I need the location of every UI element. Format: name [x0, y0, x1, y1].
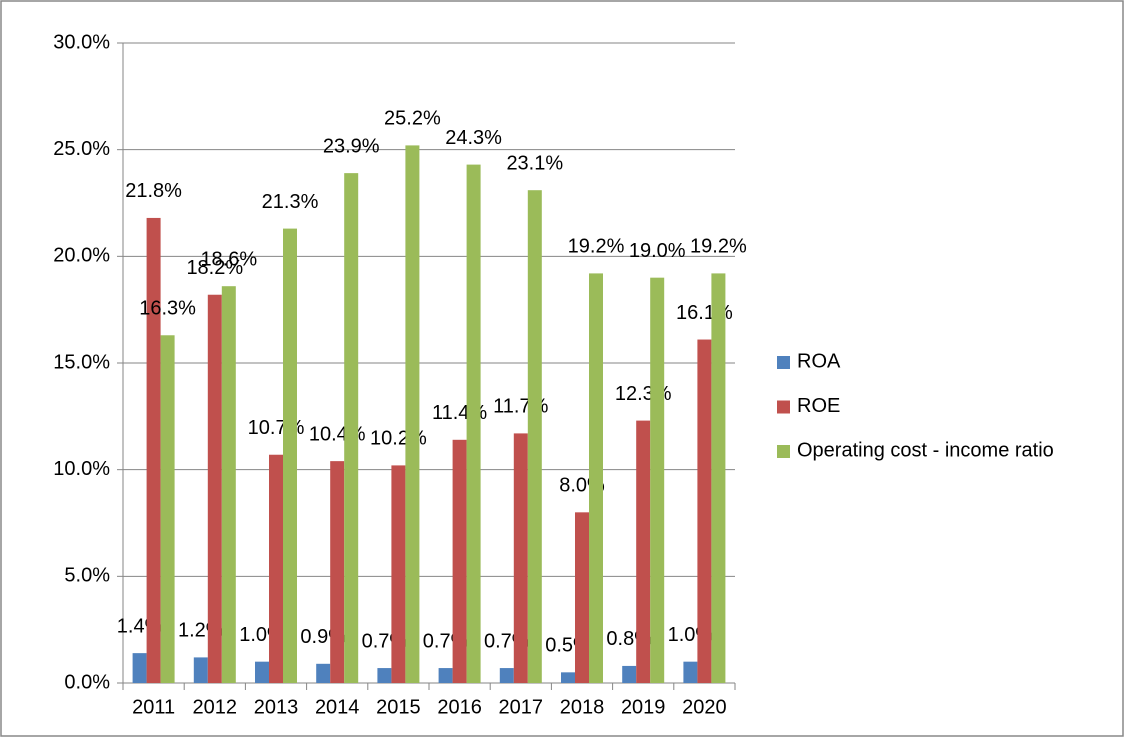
- bar: [255, 661, 269, 683]
- bar: [452, 439, 467, 683]
- bar: [269, 454, 283, 683]
- y-tick-label: 15.0%: [53, 351, 110, 373]
- bar: [683, 661, 698, 683]
- bar: [438, 668, 453, 683]
- x-tick-label: 2016: [437, 696, 482, 718]
- x-tick-label: 2012: [193, 696, 238, 718]
- data-label: 19.2%: [690, 236, 747, 258]
- bar: [377, 668, 392, 683]
- bar: [316, 663, 331, 683]
- y-tick-label: 5.0%: [64, 565, 110, 587]
- bar: [589, 273, 603, 683]
- bar: [193, 657, 208, 683]
- x-tick-label: 2020: [682, 696, 727, 718]
- bar: [561, 672, 575, 683]
- data-label: 23.1%: [506, 152, 563, 174]
- bar: [283, 228, 297, 683]
- data-label: 25.2%: [384, 108, 441, 130]
- x-tick-label: 2018: [560, 696, 605, 718]
- bar: [344, 173, 359, 683]
- bar: [207, 294, 222, 683]
- x-tick-label: 2011: [132, 696, 175, 718]
- y-tick-label: 25.0%: [53, 138, 110, 160]
- legend-swatch: [777, 356, 790, 369]
- bar: [513, 433, 528, 683]
- data-label: 18.2%: [186, 257, 243, 279]
- data-label: 21.3%: [262, 191, 319, 213]
- y-tick-label: 30.0%: [53, 31, 110, 53]
- data-label: 19.0%: [629, 240, 686, 262]
- bar: [466, 164, 481, 684]
- legend-label: ROE: [797, 395, 840, 417]
- y-tick-label: 10.0%: [53, 458, 110, 480]
- legend-label: Operating cost - income ratio: [797, 439, 1054, 461]
- data-label: 16.3%: [139, 298, 196, 320]
- legend-swatch: [777, 400, 790, 414]
- bar: [221, 286, 236, 683]
- data-label: 24.3%: [445, 127, 502, 149]
- bar: [146, 217, 161, 683]
- legend-swatch: [777, 445, 790, 458]
- legend-label: ROA: [797, 350, 841, 372]
- y-tick-label: 0.0%: [64, 671, 110, 693]
- bar: [405, 145, 420, 683]
- x-tick-label: 2017: [499, 696, 544, 718]
- x-tick-label: 2019: [621, 696, 666, 718]
- y-tick-label: 20.0%: [53, 245, 110, 267]
- x-tick-label: 2013: [254, 696, 299, 718]
- x-tick-label: 2015: [376, 696, 421, 718]
- bar: [650, 277, 665, 683]
- bar: [160, 335, 175, 683]
- bar: [527, 190, 542, 683]
- bar: [711, 273, 726, 683]
- data-label: 23.9%: [323, 135, 380, 157]
- bar: [697, 339, 712, 683]
- bar: [330, 461, 345, 683]
- bar: [575, 512, 589, 683]
- x-tick-label: 2014: [315, 696, 360, 718]
- data-label: 19.2%: [568, 236, 625, 258]
- bar: [636, 420, 651, 683]
- bar: [132, 653, 147, 683]
- bar: [499, 668, 514, 683]
- data-label: 18.6%: [200, 248, 257, 270]
- data-label: 21.8%: [125, 180, 182, 202]
- bar: [622, 665, 637, 683]
- bar: [391, 465, 406, 683]
